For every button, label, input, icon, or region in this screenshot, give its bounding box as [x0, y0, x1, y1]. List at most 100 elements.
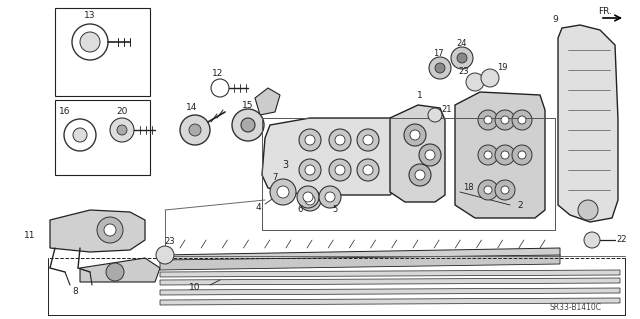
Circle shape	[363, 135, 373, 145]
Circle shape	[484, 116, 492, 124]
Circle shape	[64, 119, 96, 151]
Circle shape	[232, 109, 264, 141]
Polygon shape	[50, 210, 145, 252]
Circle shape	[428, 108, 442, 122]
Polygon shape	[455, 92, 545, 218]
Text: 18: 18	[463, 183, 474, 192]
Circle shape	[495, 180, 515, 200]
Polygon shape	[160, 255, 560, 270]
Circle shape	[305, 165, 315, 175]
Polygon shape	[160, 288, 620, 295]
Circle shape	[335, 135, 345, 145]
Circle shape	[578, 200, 598, 220]
Circle shape	[512, 110, 532, 130]
Text: 19: 19	[497, 63, 508, 72]
Circle shape	[211, 79, 229, 97]
Text: 23: 23	[164, 238, 175, 247]
Circle shape	[518, 116, 526, 124]
Circle shape	[484, 186, 492, 194]
Text: 10: 10	[189, 284, 201, 293]
Circle shape	[277, 186, 289, 198]
Text: 14: 14	[186, 103, 198, 113]
Circle shape	[299, 129, 321, 151]
Circle shape	[319, 186, 341, 208]
Circle shape	[501, 151, 509, 159]
Circle shape	[305, 135, 315, 145]
Circle shape	[329, 129, 351, 151]
Circle shape	[501, 186, 509, 194]
Text: 20: 20	[116, 108, 128, 116]
Polygon shape	[80, 258, 160, 282]
Circle shape	[584, 232, 600, 248]
Text: 7: 7	[272, 174, 278, 182]
Circle shape	[409, 164, 431, 186]
Polygon shape	[262, 118, 400, 195]
Polygon shape	[558, 25, 618, 222]
Circle shape	[180, 115, 210, 145]
Polygon shape	[160, 278, 620, 285]
Circle shape	[325, 192, 335, 202]
Circle shape	[518, 151, 526, 159]
Circle shape	[478, 110, 498, 130]
Circle shape	[72, 24, 108, 60]
Circle shape	[466, 73, 484, 91]
Polygon shape	[160, 270, 620, 277]
Text: 21: 21	[442, 106, 452, 115]
Circle shape	[299, 189, 321, 211]
Circle shape	[297, 186, 319, 208]
Text: SR33-B1410C: SR33-B1410C	[549, 303, 601, 313]
Text: 13: 13	[84, 11, 96, 20]
Circle shape	[189, 124, 201, 136]
Circle shape	[495, 110, 515, 130]
Circle shape	[451, 47, 473, 69]
Text: 8: 8	[72, 287, 78, 296]
Circle shape	[363, 165, 373, 175]
Circle shape	[478, 145, 498, 165]
Text: 22: 22	[617, 235, 627, 244]
Circle shape	[117, 125, 127, 135]
Circle shape	[478, 180, 498, 200]
Circle shape	[495, 145, 515, 165]
Text: 12: 12	[212, 70, 224, 78]
Text: 1: 1	[417, 91, 423, 100]
Polygon shape	[255, 88, 280, 115]
Circle shape	[357, 159, 379, 181]
Circle shape	[429, 57, 451, 79]
Text: 6: 6	[298, 205, 303, 214]
Circle shape	[415, 170, 425, 180]
Text: 9: 9	[552, 16, 558, 25]
Circle shape	[425, 150, 435, 160]
Circle shape	[104, 224, 116, 236]
Circle shape	[404, 124, 426, 146]
Circle shape	[80, 32, 100, 52]
Circle shape	[106, 263, 124, 281]
Circle shape	[512, 145, 532, 165]
Circle shape	[270, 179, 296, 205]
Circle shape	[457, 53, 467, 63]
Text: 23: 23	[459, 68, 469, 77]
Text: 5: 5	[332, 205, 338, 214]
Circle shape	[303, 192, 313, 202]
Circle shape	[357, 129, 379, 151]
Circle shape	[481, 69, 499, 87]
Text: FR.: FR.	[598, 8, 612, 17]
Circle shape	[484, 151, 492, 159]
Text: 24: 24	[457, 39, 467, 48]
Circle shape	[97, 217, 123, 243]
Circle shape	[329, 159, 351, 181]
Circle shape	[73, 128, 87, 142]
Polygon shape	[390, 105, 445, 202]
Circle shape	[110, 118, 134, 142]
Circle shape	[156, 246, 174, 264]
Circle shape	[435, 63, 445, 73]
Circle shape	[410, 130, 420, 140]
Circle shape	[501, 116, 509, 124]
Text: 3: 3	[282, 160, 288, 170]
Circle shape	[335, 165, 345, 175]
Circle shape	[305, 195, 315, 205]
Circle shape	[419, 144, 441, 166]
Text: 15: 15	[243, 101, 253, 110]
Polygon shape	[160, 248, 560, 263]
Text: 11: 11	[24, 231, 36, 240]
Circle shape	[299, 159, 321, 181]
